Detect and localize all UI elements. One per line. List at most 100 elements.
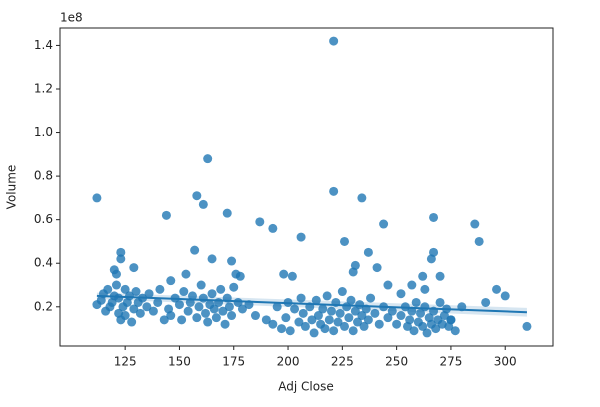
scatter-point: [92, 193, 102, 203]
scatter-point: [135, 308, 145, 318]
scatter-point: [329, 36, 339, 46]
scatter-point: [429, 212, 439, 222]
scatter-point: [161, 210, 171, 220]
scatter-point: [426, 254, 436, 264]
scatter-point: [231, 269, 241, 279]
y-tick-label: 0.6: [34, 212, 53, 226]
y-tick-label: 0.2: [34, 299, 53, 313]
scatter-point: [281, 313, 291, 323]
scatter-point: [285, 326, 295, 336]
scatter-point: [116, 247, 126, 257]
scatter-point: [435, 271, 445, 281]
x-tick-label: 250: [385, 355, 408, 369]
scatter-point: [211, 313, 221, 323]
x-tick-label: 300: [494, 355, 517, 369]
scatter-point: [435, 297, 445, 307]
y-axis-label: Volume: [5, 165, 19, 210]
scatter-point: [344, 313, 354, 323]
scatter-point: [111, 280, 121, 290]
scatter-point: [348, 326, 358, 336]
scatter-point: [179, 287, 189, 297]
scatter-point: [216, 284, 226, 294]
scatter-point: [120, 311, 130, 321]
scatter-point: [405, 315, 415, 325]
scatter-point: [227, 311, 237, 321]
scatter-point: [363, 315, 373, 325]
scatter-point: [522, 321, 532, 331]
scatter-point: [366, 293, 376, 303]
scatter-point: [322, 291, 332, 301]
scatter-point: [120, 284, 130, 294]
scatter-point: [183, 306, 193, 316]
scatter-point: [209, 304, 219, 314]
x-tick-label: 150: [168, 355, 191, 369]
scatter-point: [409, 326, 419, 336]
scatter-point: [153, 297, 163, 307]
scatter-point: [396, 289, 406, 299]
scatter-point: [422, 328, 432, 338]
scatter-point: [387, 306, 397, 316]
scatter-point: [416, 308, 426, 318]
scatter-point: [224, 302, 234, 312]
scatter-point: [127, 317, 137, 327]
scatter-point: [207, 289, 217, 299]
scatter-point: [227, 256, 237, 266]
scatter-point: [194, 302, 204, 312]
scatter-point: [450, 326, 460, 336]
scatter-point: [313, 311, 323, 321]
scatter-point: [177, 315, 187, 325]
scatter-point: [396, 311, 406, 321]
scatter-point: [383, 313, 393, 323]
scatter-point: [272, 302, 282, 312]
scatter-point: [340, 236, 350, 246]
scatter-point: [255, 217, 265, 227]
scatter-point: [166, 311, 176, 321]
scatter-point: [418, 321, 428, 331]
scatter-point: [181, 269, 191, 279]
scatter-point: [307, 315, 317, 325]
scatter-point: [329, 326, 339, 336]
scatter-point: [357, 193, 367, 203]
scatter-point: [446, 315, 456, 325]
scatter-point: [470, 219, 480, 229]
scatter-point: [159, 315, 169, 325]
scatter-point: [190, 245, 200, 255]
scatter-point: [333, 317, 343, 327]
scatter-point: [229, 282, 239, 292]
scatter-point: [320, 324, 330, 334]
scatter-point: [346, 295, 356, 305]
scatter-point: [148, 306, 158, 316]
scatter-point: [474, 236, 484, 246]
scatter-point: [298, 308, 308, 318]
x-axis-label: Adj Close: [278, 380, 333, 394]
scatter-point: [261, 315, 271, 325]
y-tick-label: 0.8: [34, 169, 53, 183]
scatter-point: [196, 280, 206, 290]
scatter-point: [492, 284, 502, 294]
scatter-point: [350, 306, 360, 316]
scatter-point: [250, 311, 260, 321]
regression-line: [96, 294, 527, 314]
plot-frame: [59, 27, 554, 347]
y-tick-label: 0.4: [34, 256, 53, 270]
scatter-point: [309, 328, 319, 338]
y-tick-label: 1.2: [34, 81, 53, 95]
x-tick-label: 125: [114, 355, 137, 369]
scatter-point: [324, 315, 334, 325]
scatter-point: [218, 306, 228, 316]
scatter-point: [407, 280, 417, 290]
scatter-point: [187, 291, 197, 301]
x-tick-label: 225: [331, 355, 354, 369]
scatter-point: [431, 324, 441, 334]
scatter-point: [418, 271, 428, 281]
scatter-point: [201, 308, 211, 318]
scatter-point: [294, 317, 304, 327]
scatter-point: [357, 311, 367, 321]
scatter-point: [337, 287, 347, 297]
scatter-point: [374, 319, 384, 329]
scatter-point: [370, 308, 380, 318]
scatter-point: [340, 321, 350, 331]
scatter-point: [411, 297, 421, 307]
scatter-point: [220, 319, 230, 329]
